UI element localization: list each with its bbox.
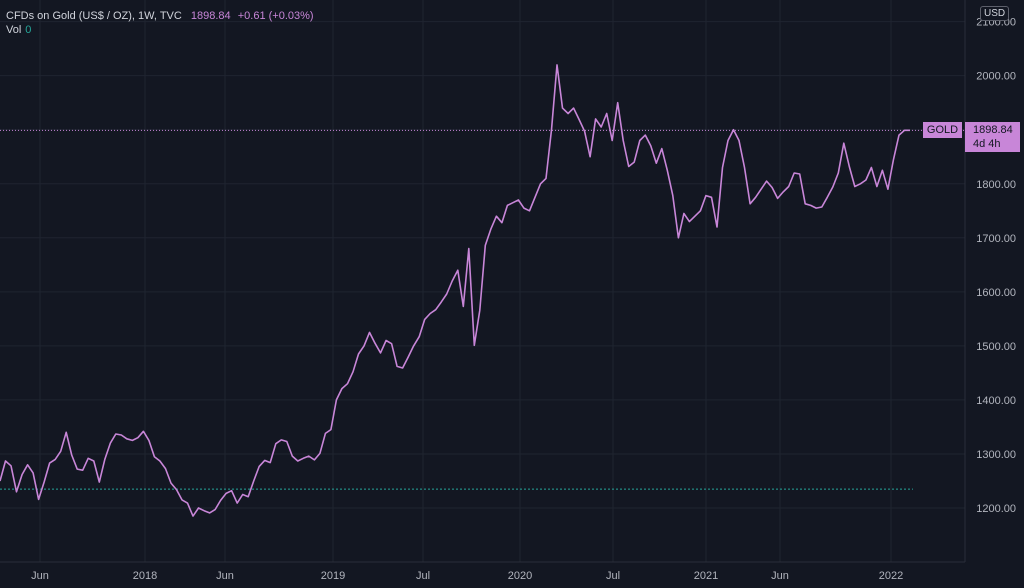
last-price-value: 1898.84 xyxy=(190,10,231,22)
symbol-tag: GOLD xyxy=(923,122,962,138)
price-tag: 1898.84 4d 4h xyxy=(965,122,1020,152)
price-tag-value: 1898.84 xyxy=(973,124,1013,136)
x-tick-label: Jul xyxy=(416,570,430,582)
volume-legend: Vol 0 xyxy=(6,24,31,36)
gold-price-series xyxy=(0,64,910,517)
x-tick-label: Jun xyxy=(771,570,789,582)
y-axis-ticks: 1200.00 1300.00 1400.00 1500.00 1600.00 1700.… xyxy=(976,17,1016,515)
x-tick-label: 2018 xyxy=(133,570,157,582)
y-tick-label: 2000.00 xyxy=(976,71,1016,83)
x-tick-label: 2019 xyxy=(321,570,345,582)
x-tick-label: 2021 xyxy=(694,570,718,582)
symbol-title[interactable]: CFDs on Gold (US$ / OZ), 1W, TVC xyxy=(6,10,182,22)
y-tick-label: 1600.00 xyxy=(976,287,1016,299)
price-change: +0.61 (+0.03%) xyxy=(237,10,314,22)
y-tick-label: 1800.00 xyxy=(976,179,1016,191)
vol-value: 0 xyxy=(25,24,32,36)
y-tick-label: 1300.00 xyxy=(976,449,1016,461)
x-axis-ticks: Jun 2018 Jun 2019 Jul 2020 Jul 2021 Jun 2022 xyxy=(31,570,903,582)
y-tick-label: 1700.00 xyxy=(976,233,1016,245)
series-group xyxy=(0,64,910,517)
y-tick-label: 1500.00 xyxy=(976,341,1016,353)
currency-button[interactable]: USD xyxy=(980,6,1010,21)
x-tick-label: 2022 xyxy=(879,570,903,582)
x-tick-label: Jun xyxy=(31,570,49,582)
y-tick-label: 1400.00 xyxy=(976,395,1016,407)
x-tick-label: Jul xyxy=(606,570,620,582)
x-tick-label: Jun xyxy=(216,570,234,582)
bar-countdown: 4d 4h xyxy=(973,138,1001,150)
grid-lines xyxy=(0,0,965,562)
x-tick-label: 2020 xyxy=(508,570,532,582)
chart-legend: CFDs on Gold (US$ / OZ), 1W, TVC 1898.84… xyxy=(6,8,314,24)
y-tick-label: 1200.00 xyxy=(976,503,1016,515)
vol-label[interactable]: Vol xyxy=(6,24,22,36)
